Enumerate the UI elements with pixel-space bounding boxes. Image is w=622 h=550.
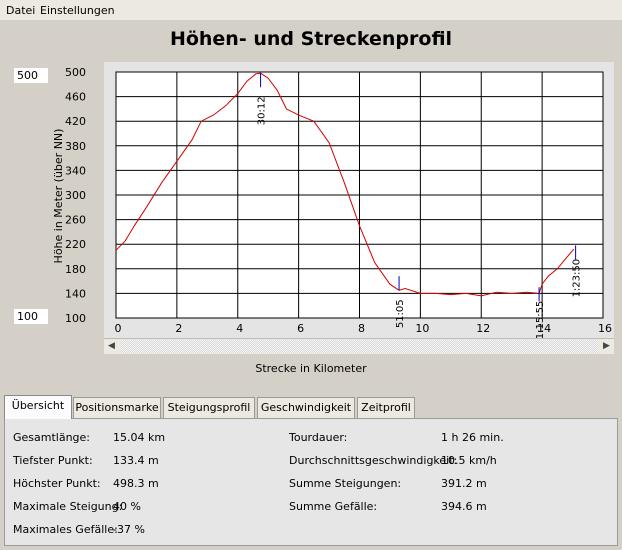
- x-tick-label: 16: [598, 322, 612, 335]
- y-tick-label: 260: [65, 214, 86, 227]
- stat-value-tiefster-punkt: 133.4 m: [113, 454, 159, 467]
- time-marker-label: 1:15:55: [535, 301, 546, 340]
- x-tick-label: 12: [476, 322, 490, 335]
- time-marker-label: 51:05: [395, 299, 406, 328]
- elevation-chart: 100 140 180 220 260 300 340 380 420 460 500 0 2 4 6 8 1…: [52, 62, 614, 354]
- stat-value-max-gefaelle: -37 %: [113, 523, 145, 536]
- x-tick-label: 10: [415, 322, 429, 335]
- page-title: Höhen- und Streckenprofil: [169, 28, 453, 50]
- x-tick-label: 14: [537, 322, 551, 335]
- y-tick-label: 340: [65, 164, 86, 177]
- x-axis-title: Strecke in Kilometer: [255, 362, 367, 375]
- y-tick-label: 180: [65, 263, 86, 276]
- x-tick-label: 0: [115, 322, 122, 335]
- time-marker-label: 30:12: [257, 96, 268, 125]
- y-tick-label: 500: [65, 66, 86, 79]
- scroll-track[interactable]: [120, 340, 598, 353]
- stat-label-max-gefaelle: Maximales Gefälle:: [13, 523, 118, 536]
- stat-value-summe-gefaelle: 394.6 m: [441, 500, 487, 513]
- y-tick-label: 100: [65, 312, 86, 325]
- stat-value-summe-steigungen: 391.2 m: [441, 477, 487, 490]
- y-tick-label: 380: [65, 140, 86, 153]
- menu-datei[interactable]: Datei: [6, 4, 36, 17]
- scroll-left-icon[interactable]: ◀: [104, 339, 119, 354]
- y-tick-label: 300: [65, 189, 86, 202]
- x-tick-label: 6: [297, 322, 304, 335]
- y-tick-label: 220: [65, 238, 86, 251]
- stat-value-tourdauer: 1 h 26 min.: [441, 431, 504, 444]
- max-height-input[interactable]: 500: [14, 68, 48, 83]
- tab-zeitprofil[interactable]: Zeitprofil: [357, 397, 415, 418]
- x-tick-label: 8: [358, 322, 365, 335]
- stat-label-tourdauer: Tourdauer:: [289, 431, 348, 444]
- overview-panel: Gesamtlänge: 15.04 km Tiefster Punkt: 13…: [4, 418, 618, 546]
- stat-label-gesamtlaenge: Gesamtlänge:: [13, 431, 91, 444]
- min-height-input[interactable]: 100: [14, 309, 48, 324]
- y-tick-label: 420: [65, 115, 86, 128]
- x-tick-label: 4: [236, 322, 243, 335]
- tab-steigungsprofil[interactable]: Steigungsprofil: [163, 397, 255, 418]
- stat-value-max-steigung: 40 %: [113, 500, 141, 513]
- stat-label-max-steigung: Maximale Steigung:: [13, 500, 123, 513]
- stat-label-summe-gefaelle: Summe Gefälle:: [289, 500, 378, 513]
- tab-geschwindigkeit[interactable]: Geschwindigkeit: [257, 397, 355, 418]
- tab-uebersicht[interactable]: Übersicht: [4, 395, 72, 419]
- menu-einstellungen[interactable]: Einstellungen: [40, 4, 115, 17]
- y-tick-label: 140: [65, 287, 86, 300]
- stat-value-durchschnittsgeschwindigkeit: 10.5 km/h: [441, 454, 497, 467]
- stat-label-summe-steigungen: Summe Steigungen:: [289, 477, 402, 490]
- menu-bar: Datei Einstellungen: [0, 0, 622, 20]
- horizontal-scrollbar[interactable]: ◀ ▶: [104, 338, 614, 354]
- stat-label-tiefster-punkt: Tiefster Punkt:: [13, 454, 93, 467]
- scroll-right-icon[interactable]: ▶: [599, 339, 614, 354]
- stat-value-gesamtlaenge: 15.04 km: [113, 431, 166, 444]
- elevation-profile-line: [115, 72, 575, 297]
- tab-positionsmarke[interactable]: Positionsmarke: [73, 397, 161, 418]
- stat-label-durchschnittsgeschwindigkeit: Durchschnittsgeschwindigkeit:: [289, 454, 458, 467]
- time-marker-label: 1:23:50: [572, 259, 583, 298]
- y-axis-title: Höhe in Meter (über NN): [52, 129, 65, 264]
- stat-value-hoechster-punkt: 498.3 m: [113, 477, 159, 490]
- y-tick-label: 460: [65, 91, 86, 104]
- stat-label-hoechster-punkt: Höchster Punkt:: [13, 477, 101, 490]
- x-tick-label: 2: [175, 322, 182, 335]
